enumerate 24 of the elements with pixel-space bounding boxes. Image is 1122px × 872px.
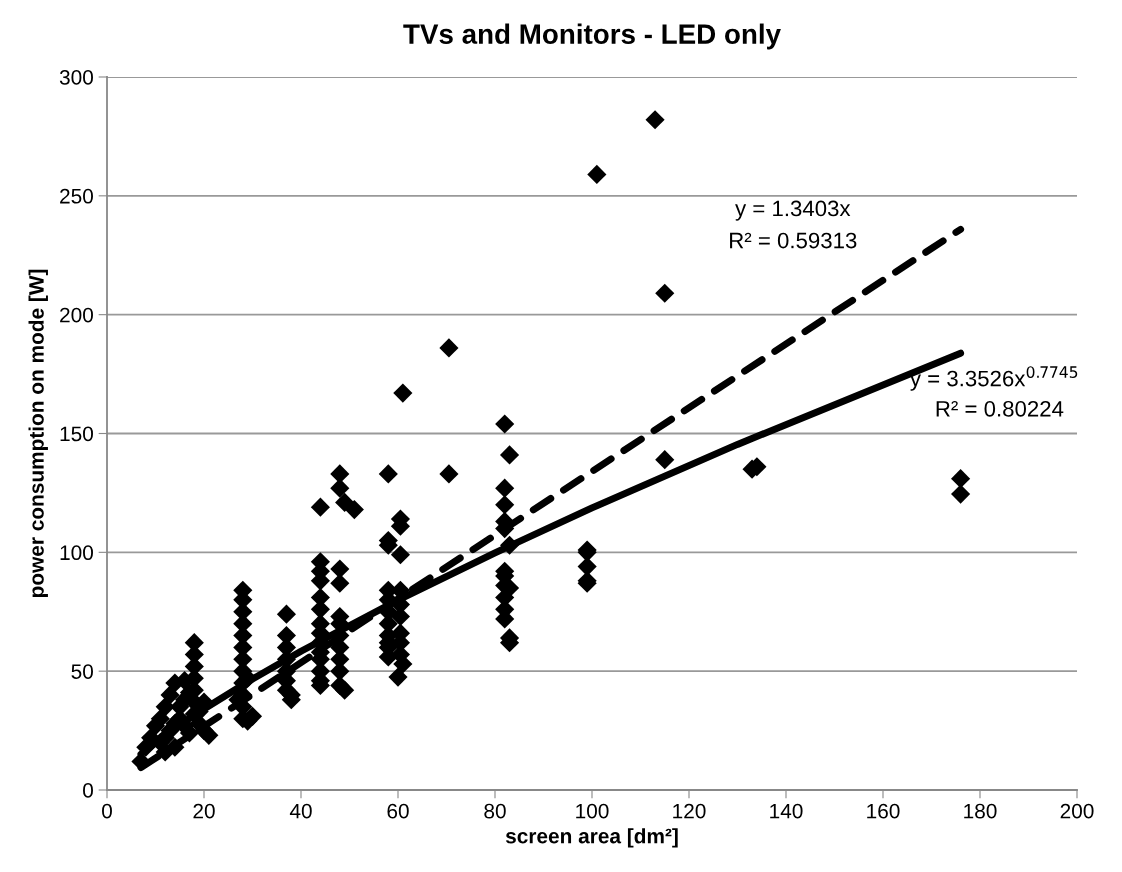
y-tick-label: 0 [83,783,93,798]
annotation: y = 1.3403x [735,200,851,221]
x-tick-label: 60 [387,803,409,819]
chart-title: TVs and Monitors - LED only [403,23,781,50]
x-tick-label: 100 [576,803,609,819]
y-tick-label: 150 [60,426,93,442]
x-tick-label: 200 [1060,803,1094,819]
x-tick-label: 180 [964,803,997,819]
y-tick-label: 250 [60,188,93,204]
x-tick-label: 160 [867,803,900,819]
y-tick-label: 200 [60,307,93,323]
y-tick-label: 300 [59,70,93,85]
annotation: R² = 0.80224 [936,400,1064,417]
y-tick-label: 100 [60,545,93,561]
x-tick-label: 120 [673,803,706,819]
x-tick-label: 0 [102,803,112,819]
x-tick-label: 20 [193,803,215,819]
y-axis-title: power consumption on mode [W] [28,269,48,598]
annotation: R² = 0.59313 [730,232,857,249]
x-tick-label: 80 [484,803,506,819]
y-tick-label: 50 [71,664,93,679]
x-tick-label: 140 [770,803,803,819]
x-axis-title: screen area [dm²] [505,828,678,848]
x-tick-label: 40 [289,803,312,819]
